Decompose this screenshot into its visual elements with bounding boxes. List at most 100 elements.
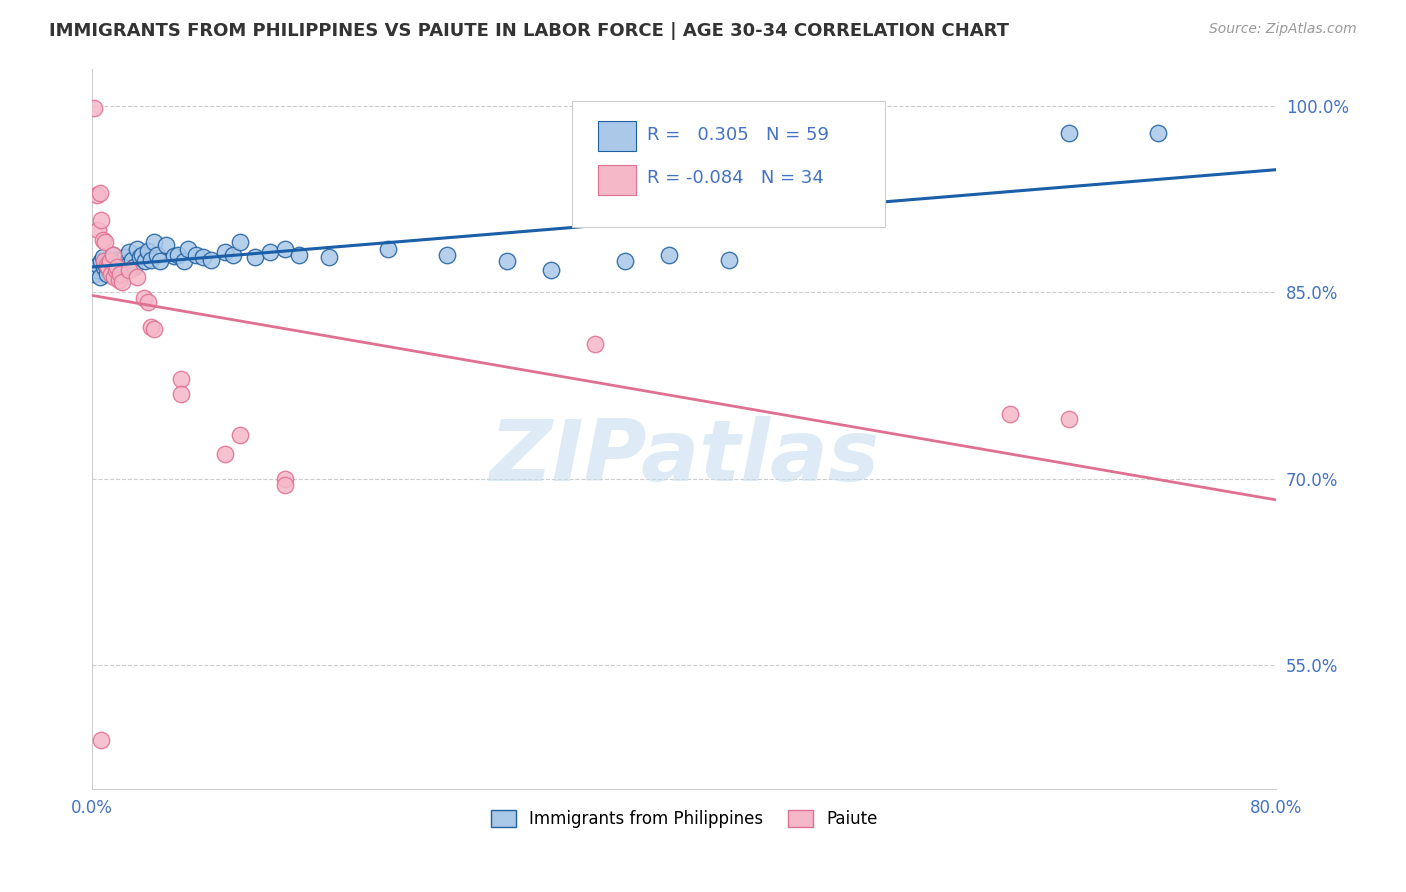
Point <box>1057 412 1080 426</box>
Point <box>87 258 110 272</box>
Text: R =   0.305   N = 59: R = 0.305 N = 59 <box>647 126 830 144</box>
Point <box>105 260 128 275</box>
Point <box>377 242 399 256</box>
Point <box>104 262 127 277</box>
Point <box>170 372 193 386</box>
Point <box>658 248 681 262</box>
Point <box>89 270 111 285</box>
Point <box>93 260 115 275</box>
Point <box>1057 126 1080 140</box>
Point <box>101 248 124 262</box>
Point <box>110 267 132 281</box>
Point <box>143 235 166 250</box>
Point <box>131 248 153 262</box>
Point <box>121 252 143 267</box>
Point <box>110 254 132 268</box>
Point <box>97 260 120 275</box>
Point <box>103 258 125 272</box>
Point <box>436 248 458 262</box>
Point <box>94 235 117 250</box>
Point <box>128 251 150 265</box>
Point <box>86 188 108 202</box>
Point <box>83 101 105 115</box>
Point <box>94 257 117 271</box>
Point <box>111 261 134 276</box>
Point <box>273 242 295 256</box>
Point <box>259 245 281 260</box>
Point <box>89 186 111 200</box>
Point <box>98 254 121 268</box>
Point <box>97 260 120 275</box>
Point <box>122 260 145 275</box>
Point <box>167 248 190 262</box>
FancyBboxPatch shape <box>572 101 886 227</box>
Point <box>108 273 131 287</box>
Point <box>100 262 122 277</box>
Point <box>138 244 160 259</box>
Text: Source: ZipAtlas.com: Source: ZipAtlas.com <box>1209 22 1357 37</box>
Point <box>96 258 118 272</box>
Point <box>193 251 215 265</box>
Point <box>143 322 166 336</box>
Text: R = -0.084   N = 34: R = -0.084 N = 34 <box>647 169 824 187</box>
Point <box>90 213 112 227</box>
Point <box>613 254 636 268</box>
Point <box>243 251 266 265</box>
Point <box>98 254 121 268</box>
Point <box>117 258 139 272</box>
Point <box>103 270 125 285</box>
Point <box>184 248 207 262</box>
Point <box>170 387 193 401</box>
Point <box>288 248 311 262</box>
Point <box>134 254 156 268</box>
Point <box>114 251 136 265</box>
Point <box>146 248 169 262</box>
Point <box>717 252 740 267</box>
Point <box>84 260 107 275</box>
Point <box>132 292 155 306</box>
Point <box>149 254 172 268</box>
Point <box>105 267 128 281</box>
Point <box>495 254 517 268</box>
Text: IMMIGRANTS FROM PHILIPPINES VS PAIUTE IN LABOR FORCE | AGE 30-34 CORRELATION CHA: IMMIGRANTS FROM PHILIPPINES VS PAIUTE IN… <box>49 22 1010 40</box>
Point <box>162 249 184 263</box>
Point <box>104 252 127 267</box>
Point <box>87 223 110 237</box>
Point <box>273 477 295 491</box>
Point <box>141 252 163 267</box>
Point <box>998 407 1021 421</box>
Point <box>91 251 114 265</box>
Point <box>540 262 562 277</box>
Point <box>125 242 148 256</box>
Point <box>108 259 131 273</box>
Point <box>177 242 200 256</box>
Point <box>100 267 122 281</box>
Bar <box>598 121 636 152</box>
Point <box>101 248 124 262</box>
Point <box>214 245 236 260</box>
Point <box>93 254 115 268</box>
Point <box>318 251 340 265</box>
Point <box>86 262 108 277</box>
Point <box>83 267 105 281</box>
Point <box>173 254 195 268</box>
Point <box>111 275 134 289</box>
Point <box>273 472 295 486</box>
Point <box>229 428 252 442</box>
Point <box>90 254 112 268</box>
Bar <box>598 165 636 194</box>
Point <box>1146 126 1168 140</box>
Point <box>155 238 177 252</box>
Point <box>141 320 163 334</box>
Point <box>125 270 148 285</box>
Point <box>229 235 252 250</box>
Point <box>200 252 222 267</box>
Text: ZIPatlas: ZIPatlas <box>489 417 879 500</box>
Point <box>222 248 245 262</box>
Point <box>138 295 160 310</box>
Point <box>91 233 114 247</box>
Point <box>118 262 141 277</box>
Point <box>90 732 112 747</box>
Legend: Immigrants from Philippines, Paiute: Immigrants from Philippines, Paiute <box>484 804 884 835</box>
Point <box>583 337 606 351</box>
